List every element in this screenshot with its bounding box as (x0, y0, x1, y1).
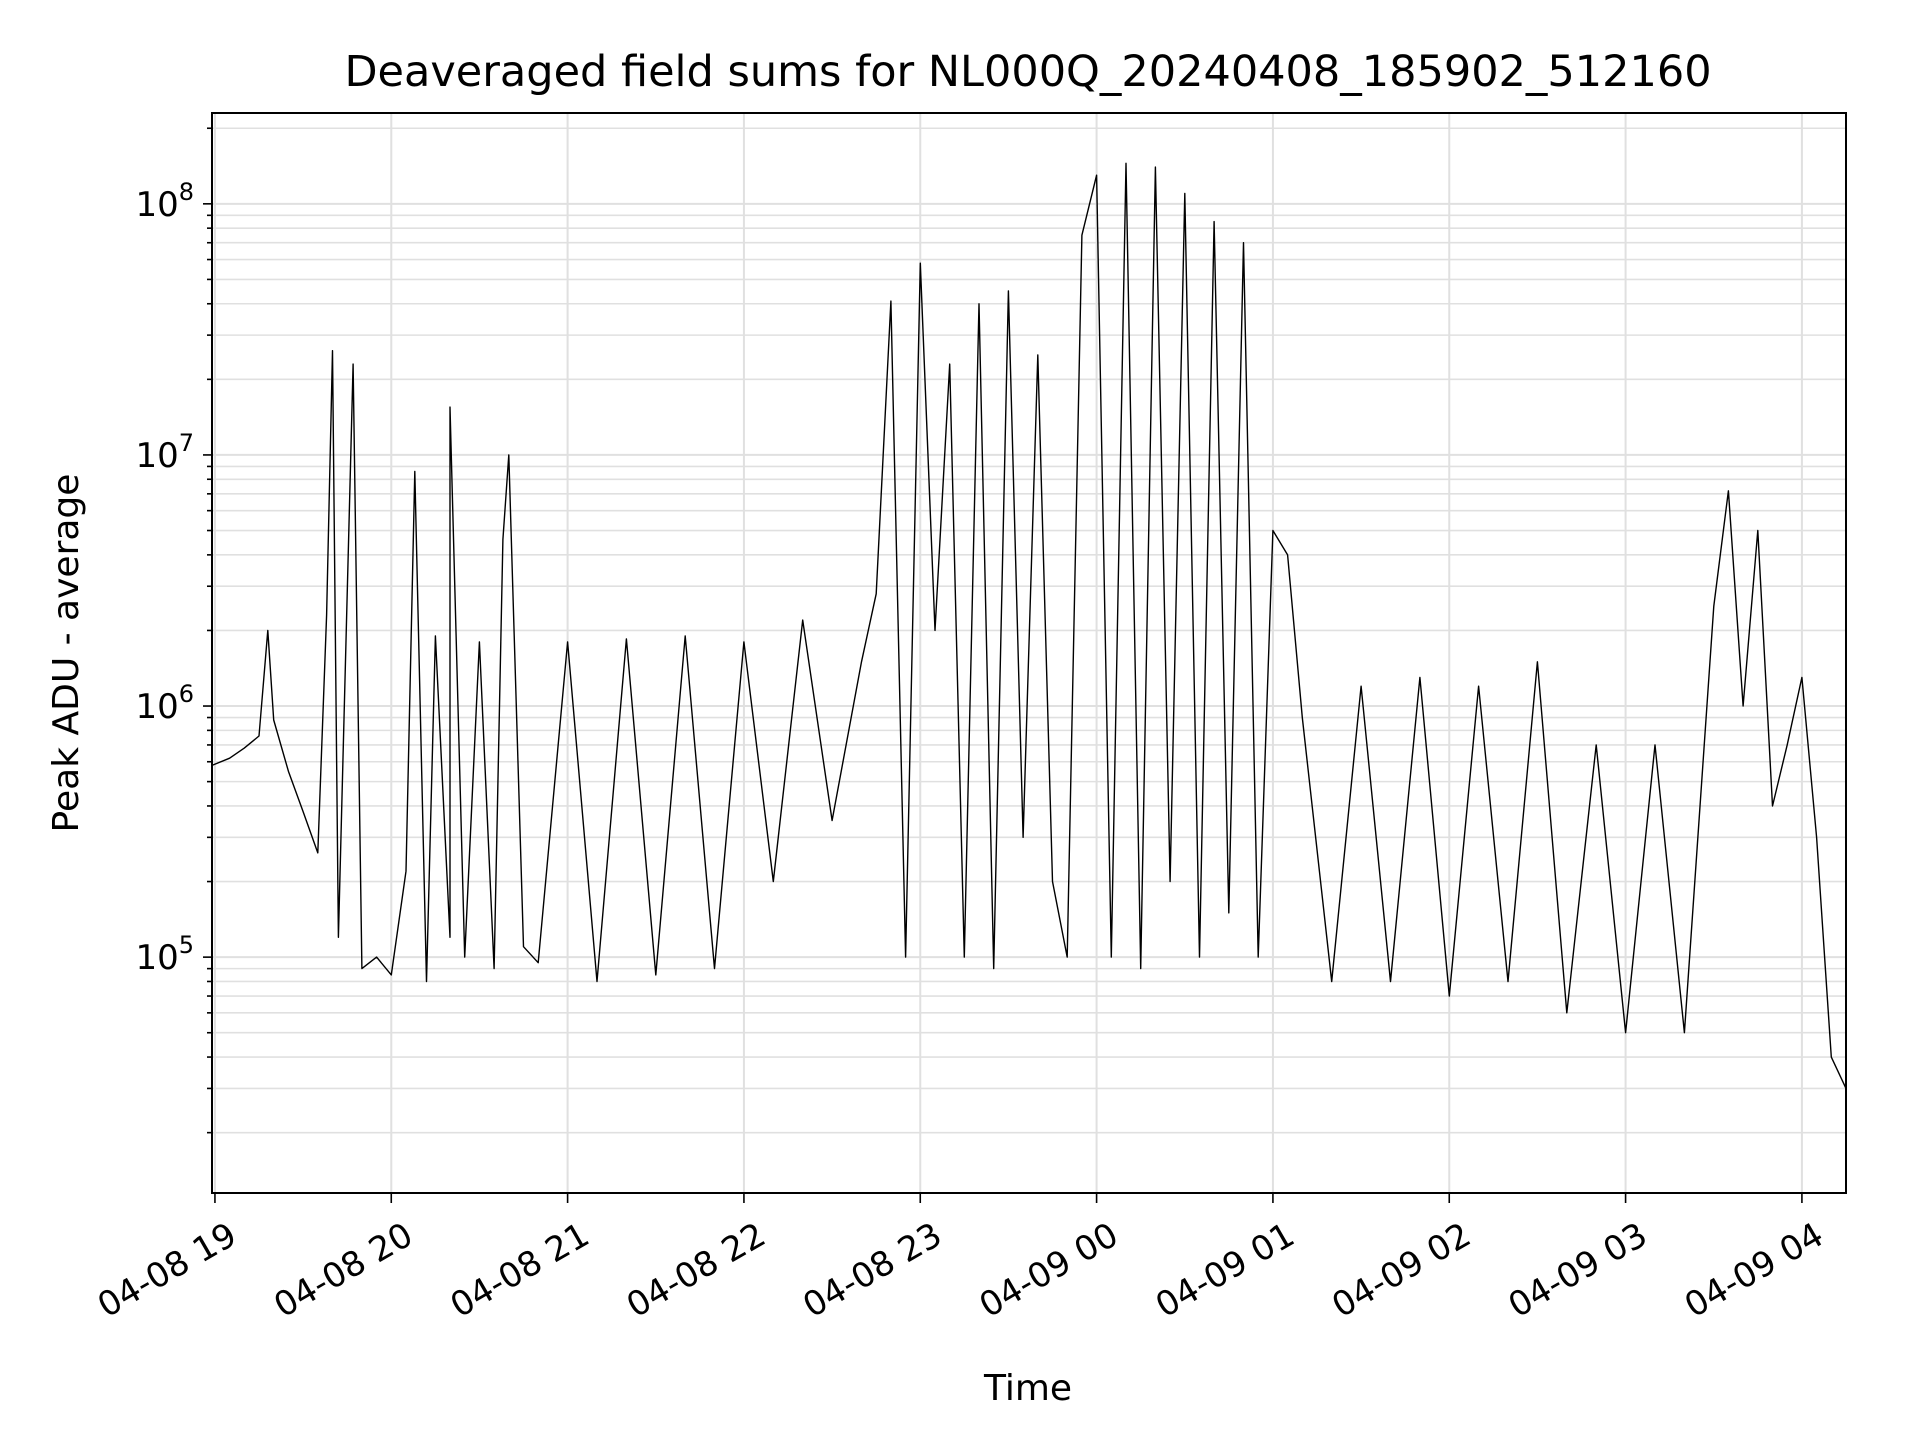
x-tick-label: 04-09 03 (1502, 1215, 1654, 1326)
plot-frame (211, 112, 1847, 1194)
x-tick-label: 04-08 19 (91, 1215, 243, 1326)
x-axis-label: Time (983, 1368, 1072, 1409)
y-gridlines (212, 127, 1846, 1134)
y-tick-exponent: 7 (179, 429, 194, 457)
x-tick-label: 04-09 04 (1678, 1215, 1830, 1326)
y-axis-label: Peak ADU - average (46, 474, 87, 833)
x-tick-label: 04-08 22 (620, 1215, 772, 1326)
x-tick-label: 04-08 20 (267, 1215, 419, 1326)
chart-title: Deaveraged field sums for NL000Q_2024040… (344, 47, 1711, 97)
x-tick-label: 04-08 21 (444, 1215, 596, 1326)
y-tick-label: 105 (135, 931, 194, 978)
y-tick-base: 10 (135, 938, 178, 978)
y-tick-label: 108 (135, 178, 194, 225)
x-tick-label: 04-08 23 (796, 1215, 948, 1326)
y-tick-base: 10 (135, 436, 178, 476)
x-ticks: 04-08 19 04-08 20 04-08 21 04-08 22 04-08 23… (91, 1193, 1830, 1326)
y-tick-label: 107 (135, 429, 194, 476)
series-line (211, 162, 1847, 1089)
x-tick-label: 04-09 02 (1325, 1215, 1477, 1326)
data-series (211, 162, 1847, 1089)
x-tick-label: 04-09 01 (1149, 1215, 1301, 1326)
x-tick-label: 04-09 00 (973, 1215, 1125, 1326)
y-tick-exponent: 6 (179, 680, 194, 708)
x-gridlines (213, 113, 1803, 1193)
y-tick-label: 106 (135, 680, 194, 727)
y-tick-base: 10 (135, 185, 178, 225)
y-tick-base: 10 (135, 687, 178, 727)
y-tick-exponent: 5 (179, 931, 194, 959)
y-tick-exponent: 8 (179, 178, 194, 206)
